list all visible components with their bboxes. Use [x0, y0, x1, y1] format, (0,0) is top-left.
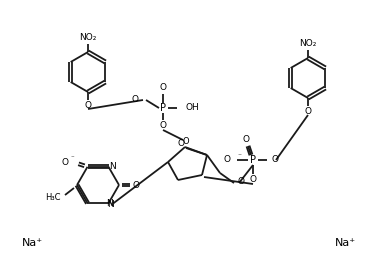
- Text: N: N: [109, 162, 116, 171]
- Text: N: N: [106, 199, 113, 208]
- Text: Na⁺: Na⁺: [335, 238, 356, 248]
- Text: O: O: [85, 100, 91, 109]
- Text: O: O: [132, 94, 139, 104]
- Text: O: O: [272, 155, 279, 164]
- Text: N: N: [107, 200, 114, 209]
- Text: O: O: [224, 155, 231, 164]
- Text: O: O: [250, 175, 257, 185]
- Text: O: O: [304, 107, 311, 115]
- Text: O: O: [160, 83, 166, 93]
- Text: O: O: [242, 135, 250, 144]
- Text: H₃C: H₃C: [46, 194, 61, 203]
- Text: O: O: [237, 176, 244, 185]
- Text: O: O: [160, 122, 166, 130]
- Text: O: O: [132, 180, 140, 190]
- Text: ⁻: ⁻: [70, 156, 74, 162]
- Text: OH: OH: [185, 104, 199, 113]
- Text: O: O: [178, 139, 185, 148]
- Text: ⁻: ⁻: [237, 151, 241, 160]
- Text: Na⁺: Na⁺: [22, 238, 43, 248]
- Text: NO₂: NO₂: [299, 39, 317, 48]
- Text: NO₂: NO₂: [79, 33, 97, 43]
- Text: O: O: [62, 158, 69, 167]
- Text: O: O: [183, 138, 189, 146]
- Text: P: P: [160, 103, 166, 113]
- Text: P: P: [250, 155, 256, 165]
